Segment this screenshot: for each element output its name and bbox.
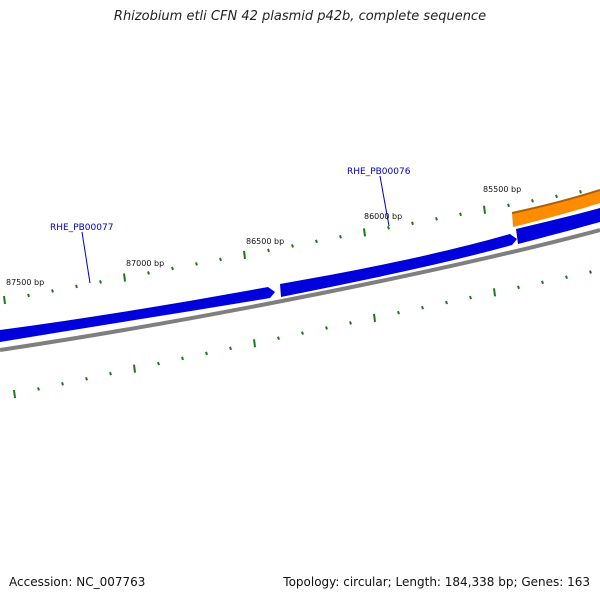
minor-tick [541,280,544,285]
bp-label-87000: 87000 bp [126,259,164,268]
minor-tick [507,203,510,208]
major-tick [363,228,366,237]
minor-tick [147,271,150,275]
minor-tick [61,382,64,386]
bp-label-87500: 87500 bp [6,278,44,287]
gene-arrow-rhe-pb00077[interactable] [0,287,275,342]
map-title: Rhizobium etli CFN 42 plasmid p42b, comp… [113,9,487,24]
minor-tick [531,198,534,203]
inner-tick-ring [13,270,592,399]
major-tick [13,389,16,399]
minor-tick [229,346,232,351]
major-tick [123,273,126,282]
bp-label-85500: 85500 bp [483,185,521,194]
minor-tick [325,326,328,330]
minor-tick [205,351,208,356]
gene-label-rhe-pb00077[interactable]: RHE_PB00077 [50,223,113,233]
major-tick [373,313,376,322]
minor-tick [411,221,414,226]
major-tick [3,295,6,305]
gene-label-rhe-pb00076[interactable]: RHE_PB00076 [347,167,411,177]
minor-tick [51,289,54,293]
gene-leader-rhe-pb00076 [379,175,390,227]
major-tick [243,250,246,260]
minor-tick [579,189,582,194]
minor-tick [157,361,160,366]
minor-tick [339,235,342,239]
minor-tick [555,194,558,199]
accession-text: Accession: NC_007763 [9,575,146,589]
minor-tick [349,321,352,325]
minor-tick [397,310,400,315]
minor-tick [565,275,568,280]
reverse-gene-arrow[interactable] [512,190,600,227]
backbone-track [0,228,600,352]
topology-summary: Topology: circular; Length: 184,338 bp; … [283,575,590,589]
outer-tick-ring [3,189,582,305]
minor-tick [469,295,472,300]
minor-tick [277,336,280,340]
minor-tick [99,280,102,284]
minor-tick [195,262,198,266]
minor-tick [517,285,520,290]
bp-label-86500: 86500 bp [246,237,284,246]
minor-tick [109,371,112,376]
minor-tick [171,266,174,271]
minor-tick [37,387,40,391]
minor-tick [291,244,294,248]
major-tick [253,339,256,348]
minor-tick [387,226,390,230]
major-tick [133,364,136,373]
major-tick [483,205,486,214]
minor-tick [435,217,438,221]
minor-tick [459,212,462,217]
reverse-gene-shadow [511,189,600,214]
gene-leader-rhe-pb00077 [81,231,91,284]
minor-tick [181,356,184,361]
minor-tick [421,305,424,310]
minor-tick [219,257,222,262]
minor-tick [589,270,592,274]
gene-arrow-rhe-pb00076[interactable] [280,234,517,297]
gene-arrow-next[interactable] [516,208,600,244]
minor-tick [75,284,78,289]
minor-tick [445,300,448,305]
bp-label-86000: 86000 bp [364,212,402,221]
minor-tick [85,376,88,381]
minor-tick [315,239,318,244]
minor-tick [27,293,30,298]
minor-tick [267,248,270,253]
minor-tick [301,331,304,335]
major-tick [493,288,496,297]
